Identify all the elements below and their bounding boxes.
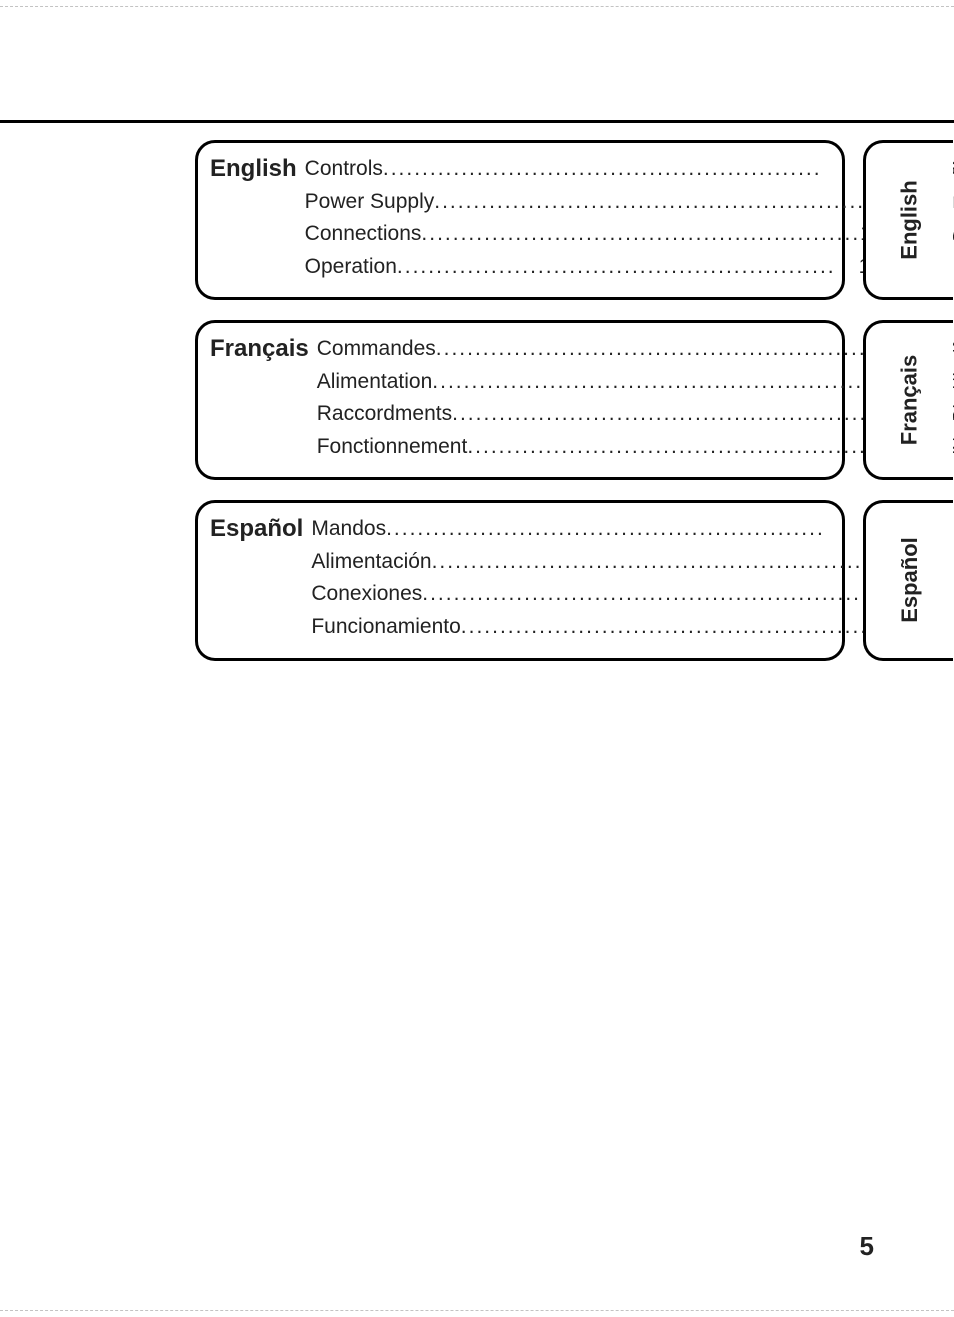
toc-column: Mandos..................................…: [311, 513, 953, 643]
toc-leader-dots: ........................................…: [434, 186, 900, 219]
toc-columns: Mandos..................................…: [311, 513, 954, 643]
toc-leader-dots: ........................................…: [436, 333, 937, 366]
toc-leader-dots: ........................................…: [422, 578, 899, 611]
page-number: 5: [860, 1231, 874, 1262]
toc-leader-dots: ........................................…: [461, 611, 900, 644]
page: EnglishControls.........................…: [0, 0, 954, 1317]
toc-entry-label: Fonctionnement: [317, 431, 468, 464]
toc-entry: Operation...............................…: [305, 251, 913, 284]
toc-column: Commandes...............................…: [317, 333, 954, 463]
toc-leader-dots: ........................................…: [432, 366, 936, 399]
toc-leader-dots: ........................................…: [397, 251, 859, 284]
toc-entry: Power Supply............................…: [305, 186, 913, 219]
side-tab-label: Español: [896, 538, 922, 624]
toc-leader-dots: ........................................…: [386, 513, 930, 546]
toc-entry: Connections.............................…: [305, 218, 913, 251]
toc-leader-dots: ........................................…: [467, 431, 906, 464]
horizontal-rule: [0, 120, 954, 123]
scan-artifact-top: [0, 6, 954, 7]
toc-section-box: EnglishControls.........................…: [195, 140, 845, 300]
toc-leader-dots: ........................................…: [452, 398, 906, 431]
section-language-label: Español: [210, 513, 303, 643]
section-language-label: Français: [210, 333, 309, 463]
section-language-label: English: [210, 153, 297, 283]
toc-entry: Alimentación............................…: [311, 546, 953, 579]
side-tab-label: English: [896, 180, 922, 259]
toc-leader-dots: ........................................…: [421, 218, 860, 251]
scan-artifact-bottom: [0, 1310, 954, 1311]
toc-entry-label: Operation: [305, 251, 397, 284]
toc-row: EspañolMandos...........................…: [195, 500, 954, 660]
toc-section-box: FrançaisCommandes.......................…: [195, 320, 845, 480]
toc-column: Controls................................…: [305, 153, 913, 283]
toc-entry: Fonctionnement..........................…: [317, 431, 954, 464]
toc-entry: Alimentation............................…: [317, 366, 954, 399]
toc-columns: Commandes...............................…: [317, 333, 954, 463]
toc-entry-label: Controls: [305, 153, 383, 186]
toc-content: EnglishControls.........................…: [195, 140, 954, 681]
toc-entry-label: Power Supply: [305, 186, 435, 219]
toc-entry: Controls................................…: [305, 153, 913, 186]
toc-entry-label: Funcionamiento: [311, 611, 460, 644]
toc-leader-dots: ........................................…: [432, 546, 930, 579]
toc-row: FrançaisCommandes.......................…: [195, 320, 954, 480]
toc-entry-label: Alimentación: [311, 546, 431, 579]
toc-entry-label: Connections: [305, 218, 422, 251]
toc-entry-label: Mandos: [311, 513, 386, 546]
language-side-tab: Français: [863, 320, 953, 480]
toc-entry: Mandos..................................…: [311, 513, 953, 546]
toc-leader-dots: ........................................…: [383, 153, 901, 186]
toc-entry: Commandes...............................…: [317, 333, 954, 366]
toc-entry-label: Raccordments: [317, 398, 452, 431]
toc-entry: Funcionamiento..........................…: [311, 611, 953, 644]
toc-entry-label: Alimentation: [317, 366, 433, 399]
toc-row: EnglishControls.........................…: [195, 140, 954, 300]
toc-entry-label: Conexiones: [311, 578, 422, 611]
toc-entry: Conexiones..............................…: [311, 578, 953, 611]
side-tab-label: Français: [897, 355, 923, 446]
language-side-tab: Español: [863, 500, 953, 660]
toc-columns: Controls................................…: [305, 153, 954, 283]
toc-section-box: EspañolMandos...........................…: [195, 500, 845, 660]
toc-entry-label: Commandes: [317, 333, 436, 366]
toc-entry: Raccordments............................…: [317, 398, 954, 431]
language-side-tab: English: [863, 140, 953, 300]
